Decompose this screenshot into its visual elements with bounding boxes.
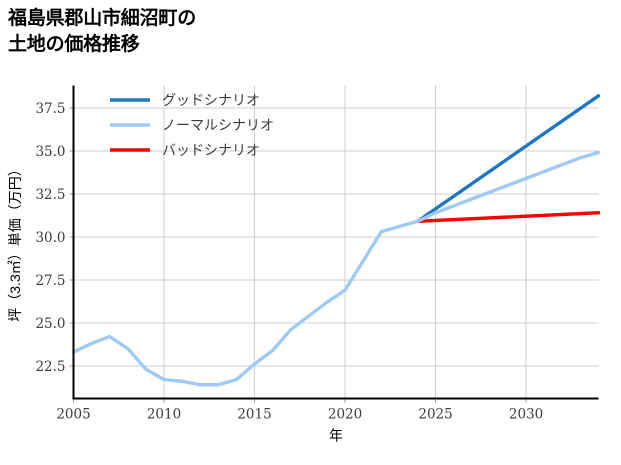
y-tick-label: 22.5 [35,359,65,375]
y-tick-label: 30.0 [35,230,65,246]
x-tick-label: 2010 [147,407,181,423]
x-tick-label: 2030 [509,407,543,423]
x-tick-label: 2025 [418,407,452,423]
x-tick-label: 2020 [328,407,362,423]
data-series-group [71,94,601,387]
series-line-グッドシナリオ [415,94,601,224]
legend-label: グッドシナリオ [162,93,260,109]
x-axis-title: 年 [329,428,343,444]
legend-label: ノーマルシナリオ [162,118,274,134]
y-tick-label: 35.0 [35,144,65,160]
y-axis-tick-labels: 22.5 25.0 27.5 30.0 32.5 35.0 37.5 [35,101,65,375]
x-axis-tick-labels: 2005 2010 2015 2020 2025 2030 [56,407,543,423]
series-line-ノーマルシナリオ [71,150,601,387]
axis-lines [72,85,599,400]
y-tick-label: 25.0 [35,316,65,332]
x-tick-label: 2015 [237,407,271,423]
chart-title: 福島県郡山市細沼町の 土地の価格推移 [8,8,197,55]
series-line-バッドシナリオ [415,211,601,224]
legend-label: バッドシナリオ [162,143,260,159]
y-tick-label: 27.5 [35,273,65,289]
x-tick-label: 2005 [56,407,90,423]
gridlines [73,85,599,399]
y-tick-label: 32.5 [35,187,65,203]
y-tick-label: 37.5 [35,101,65,117]
y-axis-title: 坪（3.3㎡）単価（万円） [7,162,23,321]
